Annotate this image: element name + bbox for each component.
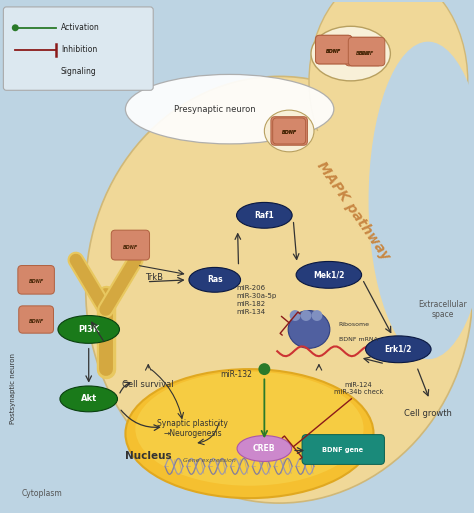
Ellipse shape xyxy=(60,386,118,412)
Text: Nucleus: Nucleus xyxy=(125,451,172,462)
Text: PI3K: PI3K xyxy=(78,325,100,334)
Text: CREB: CREB xyxy=(253,444,275,453)
Text: BDNF mRNA: BDNF mRNA xyxy=(339,337,378,342)
Ellipse shape xyxy=(311,26,391,81)
Ellipse shape xyxy=(369,42,474,359)
Text: Activation: Activation xyxy=(61,23,100,32)
Ellipse shape xyxy=(136,371,364,486)
Ellipse shape xyxy=(309,0,468,190)
Text: miR-124
miR-34b check: miR-124 miR-34b check xyxy=(334,383,383,396)
Circle shape xyxy=(311,310,322,321)
Text: BDNF: BDNF xyxy=(359,51,374,56)
Text: Postsynaptic neuron: Postsynaptic neuron xyxy=(10,353,16,424)
Circle shape xyxy=(12,24,19,31)
Ellipse shape xyxy=(237,203,292,228)
Text: Raf1: Raf1 xyxy=(255,211,274,220)
Text: Signaling: Signaling xyxy=(61,67,97,76)
Circle shape xyxy=(290,310,301,321)
Text: miR-132: miR-132 xyxy=(220,369,253,379)
FancyBboxPatch shape xyxy=(346,37,382,66)
Text: Akt: Akt xyxy=(81,394,97,403)
Text: Inhibition: Inhibition xyxy=(61,45,97,54)
Text: MAPK pathway: MAPK pathway xyxy=(314,159,393,262)
Text: Cell growth: Cell growth xyxy=(404,409,452,418)
FancyBboxPatch shape xyxy=(18,266,55,294)
Text: BDNF: BDNF xyxy=(123,245,138,249)
Ellipse shape xyxy=(237,436,292,461)
Ellipse shape xyxy=(365,336,431,363)
Text: Extracellular
space: Extracellular space xyxy=(419,300,467,319)
Circle shape xyxy=(301,310,311,321)
Text: miR-206
miR-30a-5p
miR-182
miR-134: miR-206 miR-30a-5p miR-182 miR-134 xyxy=(237,285,277,314)
Text: BDNF: BDNF xyxy=(326,49,341,54)
Text: Ribosome: Ribosome xyxy=(339,322,370,327)
Circle shape xyxy=(258,363,270,375)
Text: Synaptic plasticity
→Neurogenesis: Synaptic plasticity →Neurogenesis xyxy=(157,419,228,439)
FancyBboxPatch shape xyxy=(19,306,54,333)
Text: Cell survival: Cell survival xyxy=(122,380,174,388)
Text: BDNF: BDNF xyxy=(282,130,297,135)
Text: Gene expression: Gene expression xyxy=(183,458,236,463)
Text: Cytoplasm: Cytoplasm xyxy=(21,489,62,498)
Text: Ras: Ras xyxy=(207,275,223,284)
Ellipse shape xyxy=(288,310,330,348)
Text: BDNF: BDNF xyxy=(356,51,371,56)
FancyBboxPatch shape xyxy=(271,116,308,145)
FancyBboxPatch shape xyxy=(316,35,352,64)
Text: Mek1/2: Mek1/2 xyxy=(313,270,345,280)
FancyBboxPatch shape xyxy=(348,37,385,66)
Ellipse shape xyxy=(58,315,119,343)
Ellipse shape xyxy=(264,110,314,152)
FancyBboxPatch shape xyxy=(273,118,306,144)
Text: BDNF: BDNF xyxy=(326,49,341,54)
Ellipse shape xyxy=(189,267,240,292)
Text: BDNF gene: BDNF gene xyxy=(322,446,363,452)
Ellipse shape xyxy=(86,76,473,503)
FancyBboxPatch shape xyxy=(302,435,384,464)
Text: BDNF: BDNF xyxy=(28,319,44,324)
Ellipse shape xyxy=(296,262,362,288)
Ellipse shape xyxy=(284,121,433,240)
Ellipse shape xyxy=(126,74,334,144)
Text: Erk1/2: Erk1/2 xyxy=(384,345,412,354)
Text: Presynaptic neuron: Presynaptic neuron xyxy=(174,105,255,114)
Text: BDNF: BDNF xyxy=(28,279,44,284)
Text: TrkB: TrkB xyxy=(145,273,163,282)
Ellipse shape xyxy=(126,369,374,498)
FancyBboxPatch shape xyxy=(316,35,352,64)
FancyBboxPatch shape xyxy=(111,230,149,260)
Text: BDNF: BDNF xyxy=(282,130,297,135)
FancyBboxPatch shape xyxy=(3,7,153,90)
